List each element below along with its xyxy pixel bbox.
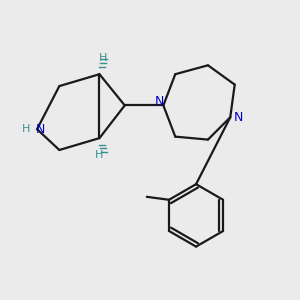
Text: N: N: [234, 111, 243, 124]
Text: H: H: [99, 53, 107, 63]
Text: N: N: [155, 95, 164, 108]
Text: H: H: [22, 124, 30, 134]
Text: H: H: [95, 150, 104, 160]
Text: N: N: [36, 123, 45, 136]
